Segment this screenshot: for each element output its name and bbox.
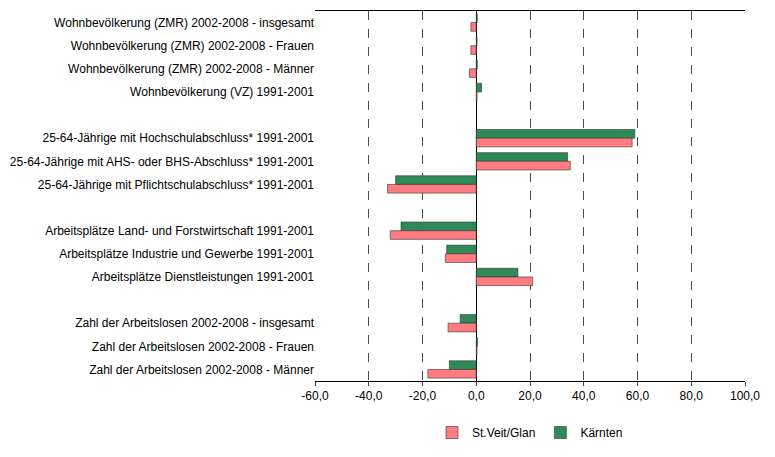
svg-text:Wohnbevölkerung (ZMR) 2002-200: Wohnbevölkerung (ZMR) 2002-2008 - Frauen bbox=[71, 39, 314, 53]
svg-text:St.Veit/Glan: St.Veit/Glan bbox=[472, 426, 535, 440]
svg-text:25-64-Jährige mit AHS- oder BH: 25-64-Jährige mit AHS- oder BHS-Abschlus… bbox=[10, 155, 314, 169]
svg-text:20,0: 20,0 bbox=[518, 389, 542, 403]
svg-text:Arbeitsplätze Land- und Forstw: Arbeitsplätze Land- und Forstwirtschaft … bbox=[45, 224, 314, 238]
svg-text:Kärnten: Kärnten bbox=[580, 426, 622, 440]
svg-text:25-64-Jährige mit Hochschulabs: 25-64-Jährige mit Hochschulabschluss* 19… bbox=[43, 131, 315, 145]
svg-text:Zahl der Arbeitslosen 2002-200: Zahl der Arbeitslosen 2002-2008 - insges… bbox=[75, 316, 314, 330]
svg-text:80,0: 80,0 bbox=[680, 389, 704, 403]
svg-text:60,0: 60,0 bbox=[626, 389, 650, 403]
svg-text:0,0: 0,0 bbox=[468, 389, 485, 403]
svg-text:Arbeitsplätze Industrie und Ge: Arbeitsplätze Industrie und Gewerbe 1991… bbox=[59, 247, 314, 261]
svg-text:25-64-Jährige mit Pflichtschul: 25-64-Jährige mit Pflichtschulabschluss*… bbox=[38, 178, 314, 192]
svg-text:-60,0: -60,0 bbox=[301, 389, 329, 403]
svg-text:Wohnbevölkerung (VZ) 1991-2001: Wohnbevölkerung (VZ) 1991-2001 bbox=[130, 85, 314, 99]
svg-text:Zahl der Arbeitslosen 2002-200: Zahl der Arbeitslosen 2002-2008 - Männer bbox=[89, 363, 314, 377]
svg-text:Arbeitsplätze Dienstleistungen: Arbeitsplätze Dienstleistungen 1991-2001 bbox=[92, 270, 314, 284]
svg-text:-40,0: -40,0 bbox=[355, 389, 383, 403]
svg-text:Wohnbevölkerung (ZMR) 2002-200: Wohnbevölkerung (ZMR) 2002-2008 - Männer bbox=[68, 62, 314, 76]
svg-text:Wohnbevölkerung (ZMR) 2002-200: Wohnbevölkerung (ZMR) 2002-2008 - insges… bbox=[54, 16, 315, 30]
svg-text:100,0: 100,0 bbox=[730, 389, 760, 403]
svg-text:-20,0: -20,0 bbox=[409, 389, 437, 403]
svg-text:40,0: 40,0 bbox=[572, 389, 596, 403]
svg-text:Zahl der Arbeitslosen 2002-200: Zahl der Arbeitslosen 2002-2008 - Frauen bbox=[92, 340, 314, 354]
